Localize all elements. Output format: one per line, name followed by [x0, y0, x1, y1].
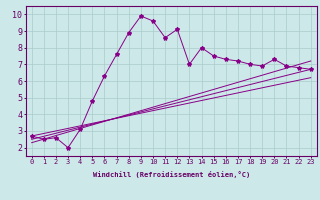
X-axis label: Windchill (Refroidissement éolien,°C): Windchill (Refroidissement éolien,°C): [92, 171, 250, 178]
